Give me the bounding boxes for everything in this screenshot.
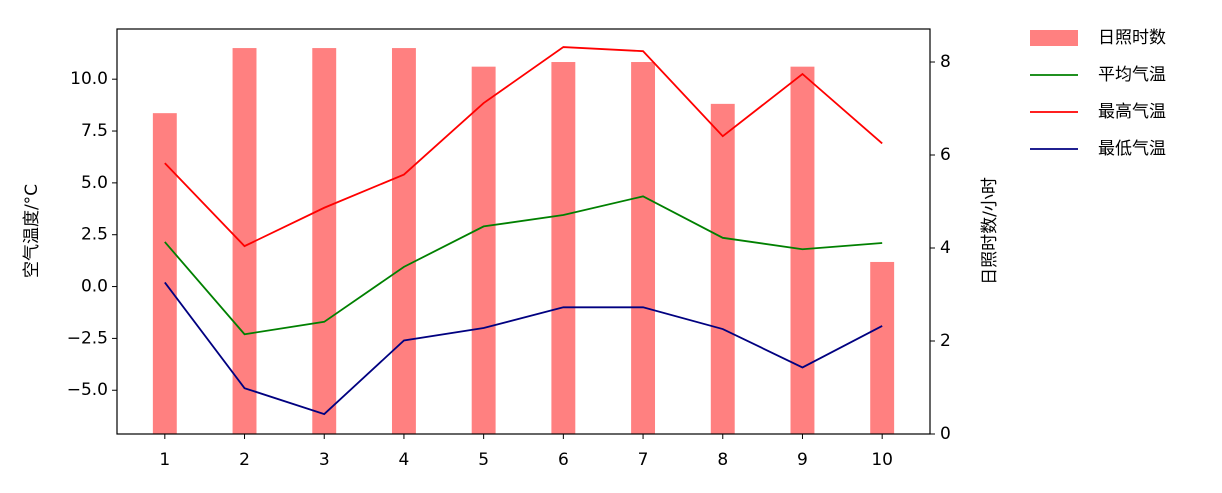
line xyxy=(164,46,883,248)
plot-frame xyxy=(116,28,931,435)
legend-label: 日照时数 xyxy=(1098,28,1166,48)
y2-axis-label: 日照时数/小时 xyxy=(980,177,1000,285)
bar xyxy=(790,66,815,434)
bar xyxy=(232,48,257,434)
line xyxy=(164,195,883,336)
y2-tick-label: 0 xyxy=(940,424,951,444)
bar xyxy=(471,66,496,434)
bar xyxy=(391,48,416,434)
bar xyxy=(631,62,656,434)
y-tick-label: 7.5 xyxy=(81,121,108,141)
x-tick-label: 8 xyxy=(717,450,728,470)
x-tick-label: 4 xyxy=(399,450,410,470)
y2-tick-label: 8 xyxy=(940,52,951,72)
bar xyxy=(710,103,735,434)
x-tick-label: 3 xyxy=(319,450,330,470)
y-tick-label: −5.0 xyxy=(67,380,108,400)
line xyxy=(164,281,883,416)
x-tick-label: 5 xyxy=(478,450,489,470)
y2-tick-label: 2 xyxy=(940,331,951,351)
y-axis-label: 空气温度/°C xyxy=(22,184,42,278)
y-tick-label: 10.0 xyxy=(70,69,108,89)
y-tick-label: 2.5 xyxy=(81,225,108,245)
x-tick-label: 6 xyxy=(558,450,569,470)
x-tick-label: 7 xyxy=(638,450,649,470)
legend-label: 最高气温 xyxy=(1098,102,1166,122)
bar xyxy=(312,48,337,434)
bar xyxy=(870,261,895,434)
y2-tick-label: 4 xyxy=(940,238,951,258)
y2-tick-label: 6 xyxy=(940,145,951,165)
y-tick-label: 5.0 xyxy=(81,173,108,193)
legend-label: 最低气温 xyxy=(1098,139,1166,159)
x-tick-label: 10 xyxy=(871,450,893,470)
bar xyxy=(152,113,177,435)
y-tick-label: −2.5 xyxy=(67,328,108,348)
legend-label: 平均气温 xyxy=(1098,65,1166,85)
x-tick-label: 9 xyxy=(797,450,808,470)
x-tick-label: 2 xyxy=(239,450,250,470)
legend-swatch xyxy=(1030,30,1078,46)
x-tick-label: 1 xyxy=(159,450,170,470)
y-tick-label: 0.0 xyxy=(81,277,108,297)
bar xyxy=(551,62,576,434)
